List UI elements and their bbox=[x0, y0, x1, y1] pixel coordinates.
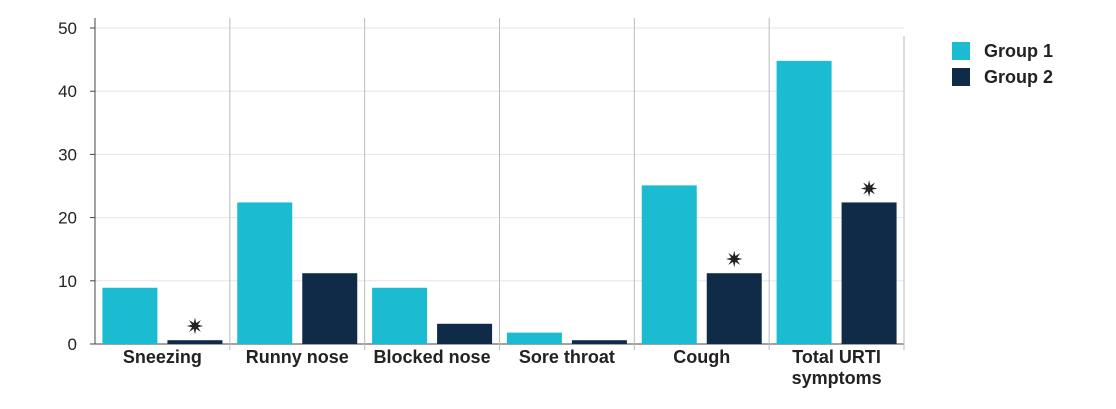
y-tick-label: 30 bbox=[58, 145, 77, 164]
legend-item-group-1: Group 1 bbox=[952, 38, 1053, 64]
x-tick-label: Sore throat bbox=[519, 347, 615, 367]
legend-swatch-group-2 bbox=[952, 68, 970, 86]
y-tick-label: 50 bbox=[58, 19, 77, 38]
significance-marker: ✷ bbox=[860, 176, 878, 201]
legend: Group 1 Group 2 bbox=[952, 38, 1053, 90]
significance-marker: ✷ bbox=[725, 247, 743, 272]
y-tick-label: 10 bbox=[58, 272, 77, 291]
bar-group-1 bbox=[506, 332, 562, 344]
y-tick-label: 0 bbox=[68, 335, 77, 354]
x-tick-label: symptoms bbox=[792, 368, 882, 388]
x-tick-label: Blocked nose bbox=[374, 347, 491, 367]
significance-marker: ✷ bbox=[186, 314, 204, 339]
bar-group-1 bbox=[372, 287, 428, 344]
bar-group-1 bbox=[776, 60, 832, 344]
bar-group-2 bbox=[571, 340, 627, 344]
legend-label-group-1: Group 1 bbox=[984, 40, 1054, 61]
bar-group-2 bbox=[437, 323, 493, 344]
x-tick-label: Sneezing bbox=[123, 347, 202, 367]
y-tick-label: 20 bbox=[58, 209, 77, 228]
bar-group-2 bbox=[302, 273, 358, 344]
y-tick-label: 40 bbox=[58, 82, 77, 101]
x-tick-label: Runny nose bbox=[246, 347, 349, 367]
bar-group-1 bbox=[641, 185, 697, 344]
bar-group-2 bbox=[706, 273, 762, 344]
bar-group-2 bbox=[841, 202, 897, 344]
bar-group-2 bbox=[167, 340, 223, 344]
x-tick-label: Cough bbox=[673, 347, 730, 367]
x-tick-label: Total URTI bbox=[792, 347, 881, 367]
bar-group-1 bbox=[102, 287, 158, 344]
bar-group-1 bbox=[237, 202, 293, 344]
legend-swatch-group-1 bbox=[952, 42, 970, 60]
legend-label-group-2: Group 2 bbox=[984, 66, 1054, 87]
legend-item-group-2: Group 2 bbox=[952, 64, 1053, 90]
